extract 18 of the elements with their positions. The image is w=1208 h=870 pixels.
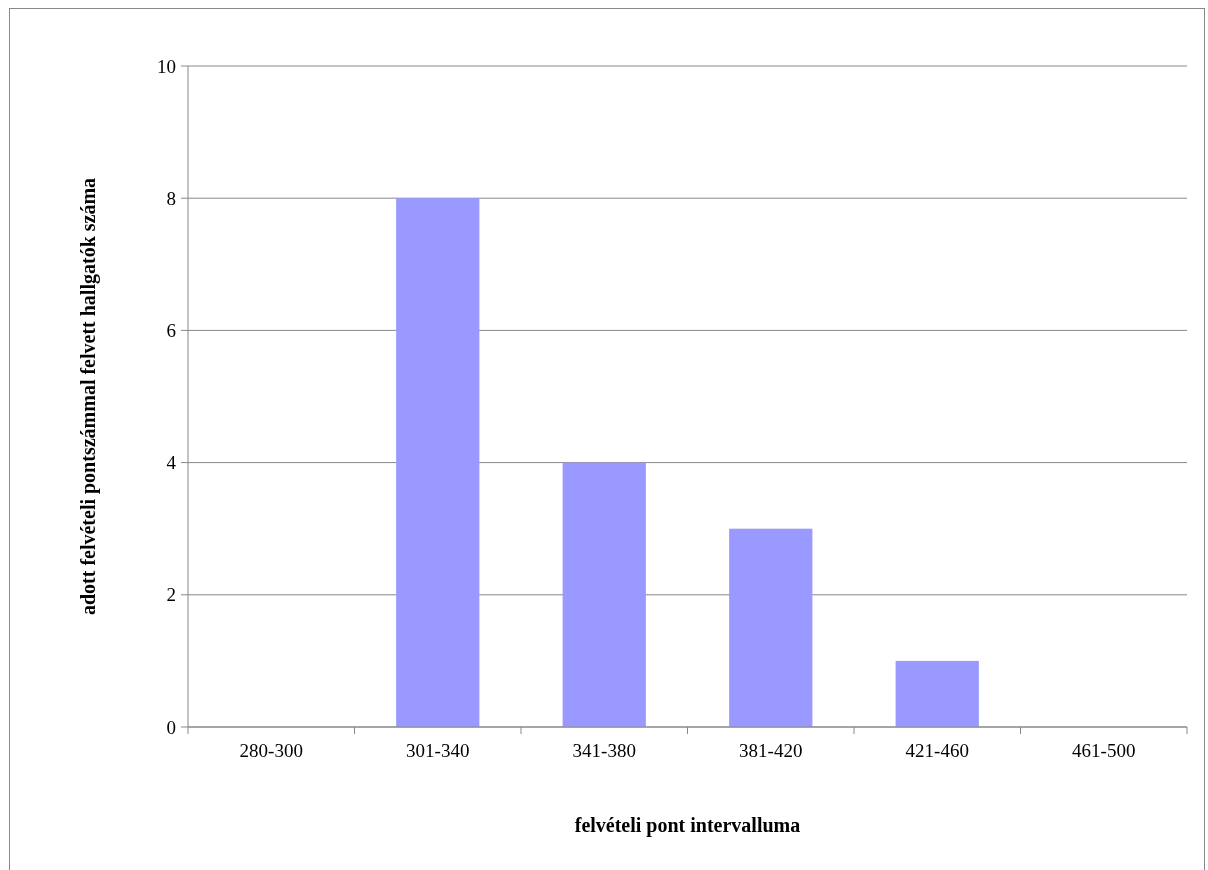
x-tick-label: 461-500 bbox=[1072, 740, 1136, 761]
bar bbox=[396, 198, 480, 727]
y-tick-label: 10 bbox=[157, 55, 176, 77]
y-tick-label: 0 bbox=[166, 716, 176, 738]
bar bbox=[562, 462, 646, 727]
x-tick-label: 421-460 bbox=[905, 740, 969, 761]
y-tick-label: 2 bbox=[166, 584, 176, 606]
y-tick-label: 8 bbox=[166, 187, 176, 209]
bar bbox=[729, 528, 813, 727]
x-tick-label: 341-380 bbox=[572, 740, 636, 761]
x-tick-label: 280-300 bbox=[239, 740, 303, 761]
y-tick-label: 6 bbox=[166, 320, 176, 342]
bar bbox=[895, 660, 979, 727]
x-tick-label: 301-340 bbox=[406, 740, 470, 761]
x-tick-label: 381-420 bbox=[739, 740, 803, 761]
x-axis-title: felvételi pont intervalluma bbox=[574, 814, 801, 837]
y-axis-title: adott felvételi pontszámmal felvett hallgatók száma bbox=[77, 177, 100, 616]
y-tick-label: 4 bbox=[166, 452, 177, 474]
